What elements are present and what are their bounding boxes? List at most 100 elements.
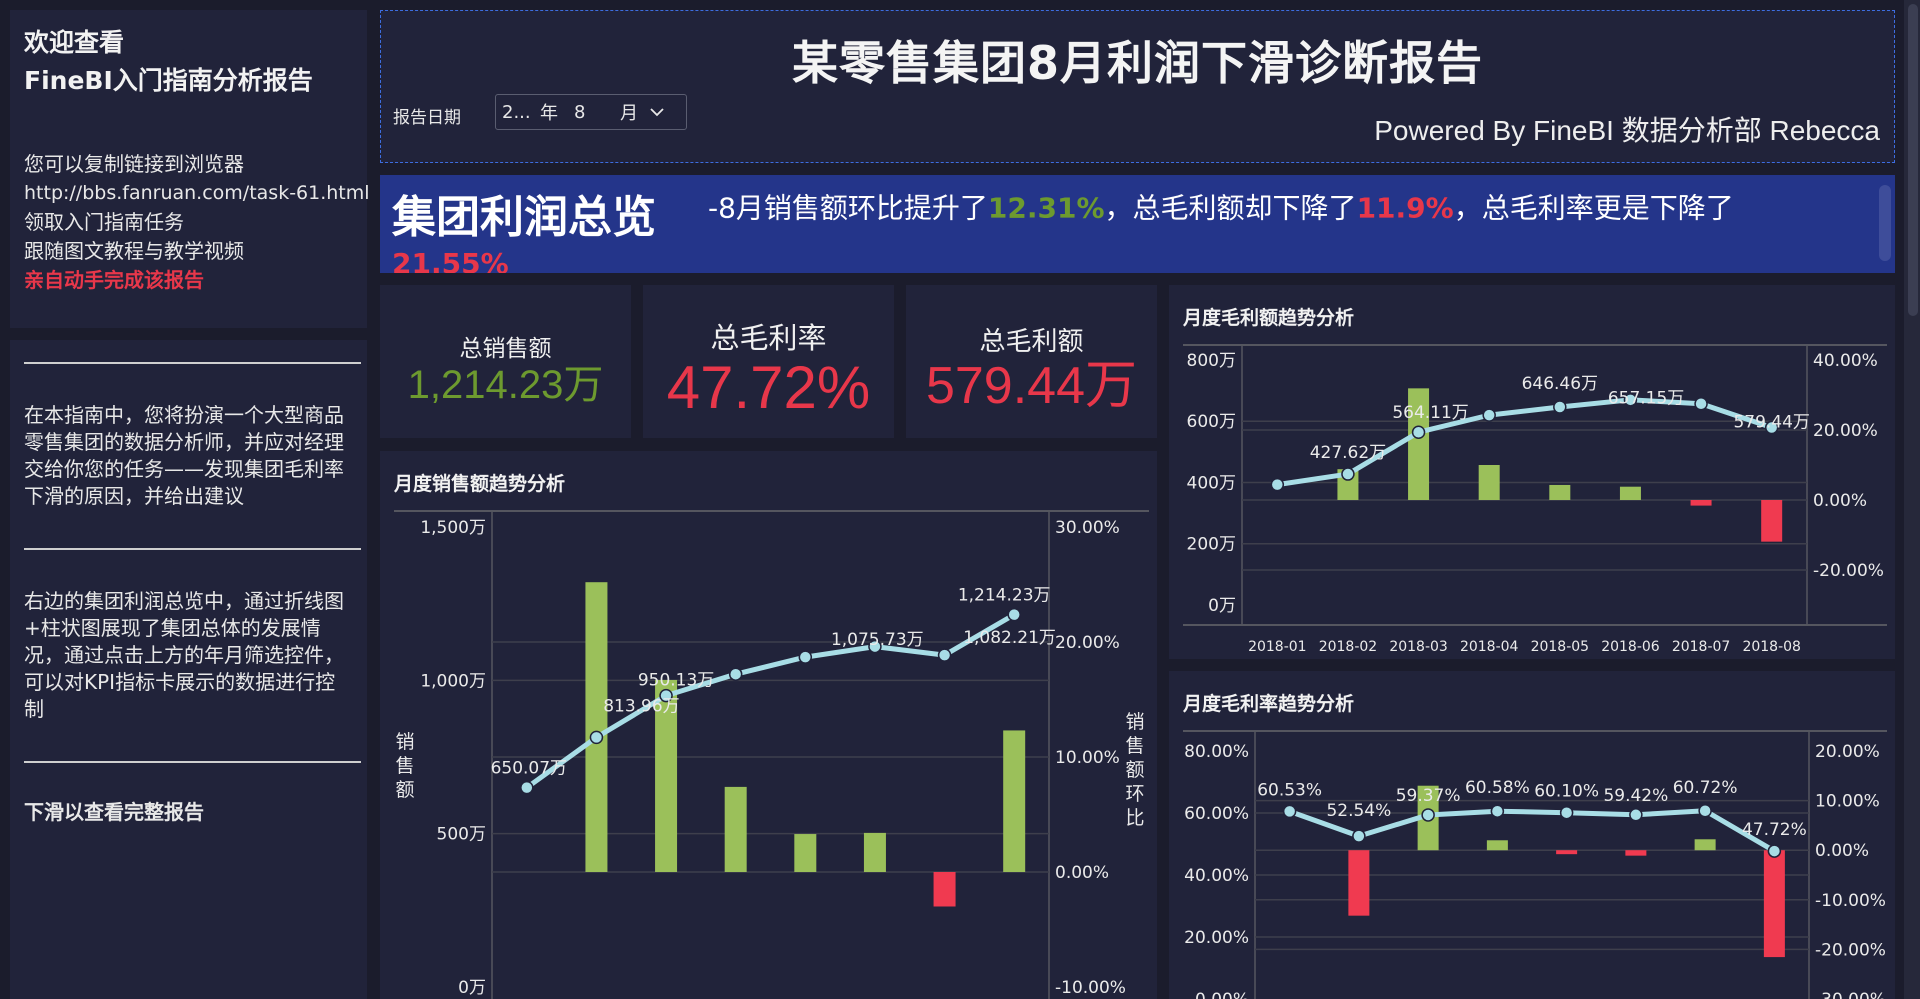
line-point[interactable]: [868, 639, 882, 654]
line-point[interactable]: [1282, 804, 1297, 819]
svg-text:60.00%: 60.00%: [1184, 804, 1249, 824]
line-point[interactable]: [937, 648, 952, 662]
line-point[interactable]: [1421, 808, 1435, 822]
line-point[interactable]: [1553, 400, 1567, 414]
summary-text: ，总毛利率更是下降了: [1453, 191, 1734, 225]
svg-text:20.00%: 20.00%: [1184, 928, 1249, 948]
line-point[interactable]: [1764, 420, 1779, 435]
line-point[interactable]: [520, 780, 534, 795]
bar[interactable]: [724, 786, 747, 872]
svg-text:0.00%: 0.00%: [1813, 491, 1867, 511]
line-point[interactable]: [1559, 805, 1574, 820]
bar[interactable]: [863, 832, 886, 872]
bar[interactable]: [1690, 500, 1712, 506]
bar[interactable]: [1348, 850, 1370, 916]
report-header: 某零售集团8月利润下滑诊断报告 报告日期 2... 年 8 月 Powered …: [380, 10, 1895, 163]
svg-text:0万: 0万: [1208, 596, 1236, 616]
svg-text:60.58%: 60.58%: [1465, 778, 1530, 798]
bar[interactable]: [655, 679, 678, 872]
svg-text:2018-01: 2018-01: [1248, 639, 1307, 655]
kpi-label: 总毛利率: [710, 321, 827, 355]
svg-text:额: 额: [395, 779, 414, 801]
svg-text:10.00%: 10.00%: [1815, 792, 1880, 812]
svg-text:2018-08: 2018-08: [1742, 639, 1801, 655]
guide-paragraph-1: 在本指南中，您将扮演一个大型商品零售集团的数据分析师，并应对经理交给你您的任务—…: [24, 403, 344, 508]
svg-text:0万: 0万: [458, 978, 486, 998]
month-unit: 月: [620, 103, 638, 124]
bar[interactable]: [585, 582, 608, 872]
sales-trend-chart: 月度销售额趋势分析 0万 500万 1,000万 1,500万 -10.00% 0.00%…: [380, 451, 1157, 999]
line-point[interactable]: [1411, 425, 1426, 439]
svg-text:1,082.21万: 1,082.21万: [963, 628, 1056, 648]
bar[interactable]: [1619, 486, 1641, 500]
line-point[interactable]: [659, 688, 673, 703]
bar[interactable]: [1003, 730, 1026, 872]
chart-title: 月度毛利率趋势分析: [1183, 693, 1355, 715]
svg-text:200万: 200万: [1187, 535, 1236, 555]
month-value: 8: [574, 101, 586, 123]
svg-text:30.00%: 30.00%: [1055, 518, 1120, 538]
svg-text:20.00%: 20.00%: [1055, 633, 1120, 653]
svg-text:20.00%: 20.00%: [1815, 742, 1880, 762]
line-point[interactable]: [1352, 829, 1366, 843]
bar[interactable]: [1625, 850, 1647, 856]
chart-title: 月度毛利额趋势分析: [1183, 307, 1355, 329]
line-point[interactable]: [589, 730, 604, 745]
svg-text:销: 销: [395, 731, 414, 753]
bar[interactable]: [1556, 850, 1578, 855]
svg-text:1,000万: 1,000万: [420, 671, 486, 691]
svg-text:2018-07: 2018-07: [1672, 639, 1731, 655]
scroll-hint: 下滑以查看完整报告: [24, 800, 204, 824]
task-link[interactable]: http://bbs.fanruan.com/task-61.html: [24, 182, 370, 204]
bar[interactable]: [1761, 500, 1783, 542]
line-point[interactable]: [1767, 844, 1782, 858]
bar[interactable]: [1486, 840, 1508, 851]
line-point[interactable]: [1629, 808, 1643, 822]
bar[interactable]: [1549, 484, 1571, 500]
copy-hint: 您可以复制链接到浏览器: [24, 152, 244, 176]
page-scrollbar-thumb[interactable]: [1908, 4, 1918, 316]
line-point[interactable]: [1694, 396, 1708, 411]
line-point[interactable]: [1007, 607, 1021, 622]
line-point[interactable]: [1482, 408, 1496, 422]
bar[interactable]: [794, 834, 817, 872]
line-point[interactable]: [1341, 467, 1355, 481]
kpi-label: 总销售额: [459, 336, 552, 362]
welcome-line-1: 欢迎查看: [24, 28, 125, 57]
svg-text:59.42%: 59.42%: [1603, 786, 1668, 806]
gross-profit-chart-canvas[interactable]: 0万 200万 400万 600万 800万 -20.00% 0.00% 20.00% 40.0…: [1169, 285, 1895, 659]
line-point[interactable]: [1698, 804, 1712, 818]
year-value: 2...: [502, 101, 531, 123]
bar[interactable]: [1478, 465, 1500, 500]
banner-summary: -8月销售额环比提升了12.31%，总毛利额却下降了11.9%，总毛利率更是下降…: [392, 192, 1734, 274]
gm-drop-value: 21.55%: [392, 247, 509, 273]
divider: [24, 362, 361, 364]
gross-margin-chart-canvas[interactable]: 0.00% 20.00% 40.00% 60.00% 80.00% -30.00% -20.…: [1169, 671, 1895, 999]
banner-scrollbar[interactable]: [1879, 185, 1891, 261]
year-unit: 年: [540, 103, 558, 124]
kpi-label: 总毛利额: [979, 327, 1084, 357]
svg-text:0.00%: 0.00%: [1195, 990, 1249, 999]
date-filter-select[interactable]: 2... 年 8 月: [495, 94, 687, 130]
svg-text:80.00%: 80.00%: [1184, 742, 1249, 762]
chevron-down-icon[interactable]: [648, 103, 666, 121]
line-point[interactable]: [1623, 393, 1638, 407]
kpi-value: 47.72%: [666, 354, 871, 421]
svg-text:657.15万: 657.15万: [1608, 389, 1684, 409]
svg-text:800万: 800万: [1187, 351, 1236, 371]
sales-growth-value: 12.31%: [987, 191, 1105, 225]
line-point[interactable]: [1270, 477, 1285, 492]
svg-text:600万: 600万: [1187, 412, 1236, 432]
line-point[interactable]: [1490, 804, 1505, 818]
page-title: 某零售集团8月利润下滑诊断报告: [791, 36, 1483, 90]
bar[interactable]: [933, 872, 956, 907]
svg-text:-20.00%: -20.00%: [1815, 940, 1886, 960]
bar[interactable]: [1408, 388, 1430, 500]
line-point[interactable]: [798, 650, 813, 664]
sales-chart-canvas[interactable]: 0万 500万 1,000万 1,500万 -10.00% 0.00% 10.00% 20.0…: [380, 451, 1157, 999]
line-point[interactable]: [728, 667, 743, 681]
bar[interactable]: [1763, 850, 1785, 958]
svg-text:52.54%: 52.54%: [1326, 801, 1391, 821]
kpi-value: 1,214.23万: [407, 363, 604, 407]
bar[interactable]: [1694, 839, 1716, 851]
